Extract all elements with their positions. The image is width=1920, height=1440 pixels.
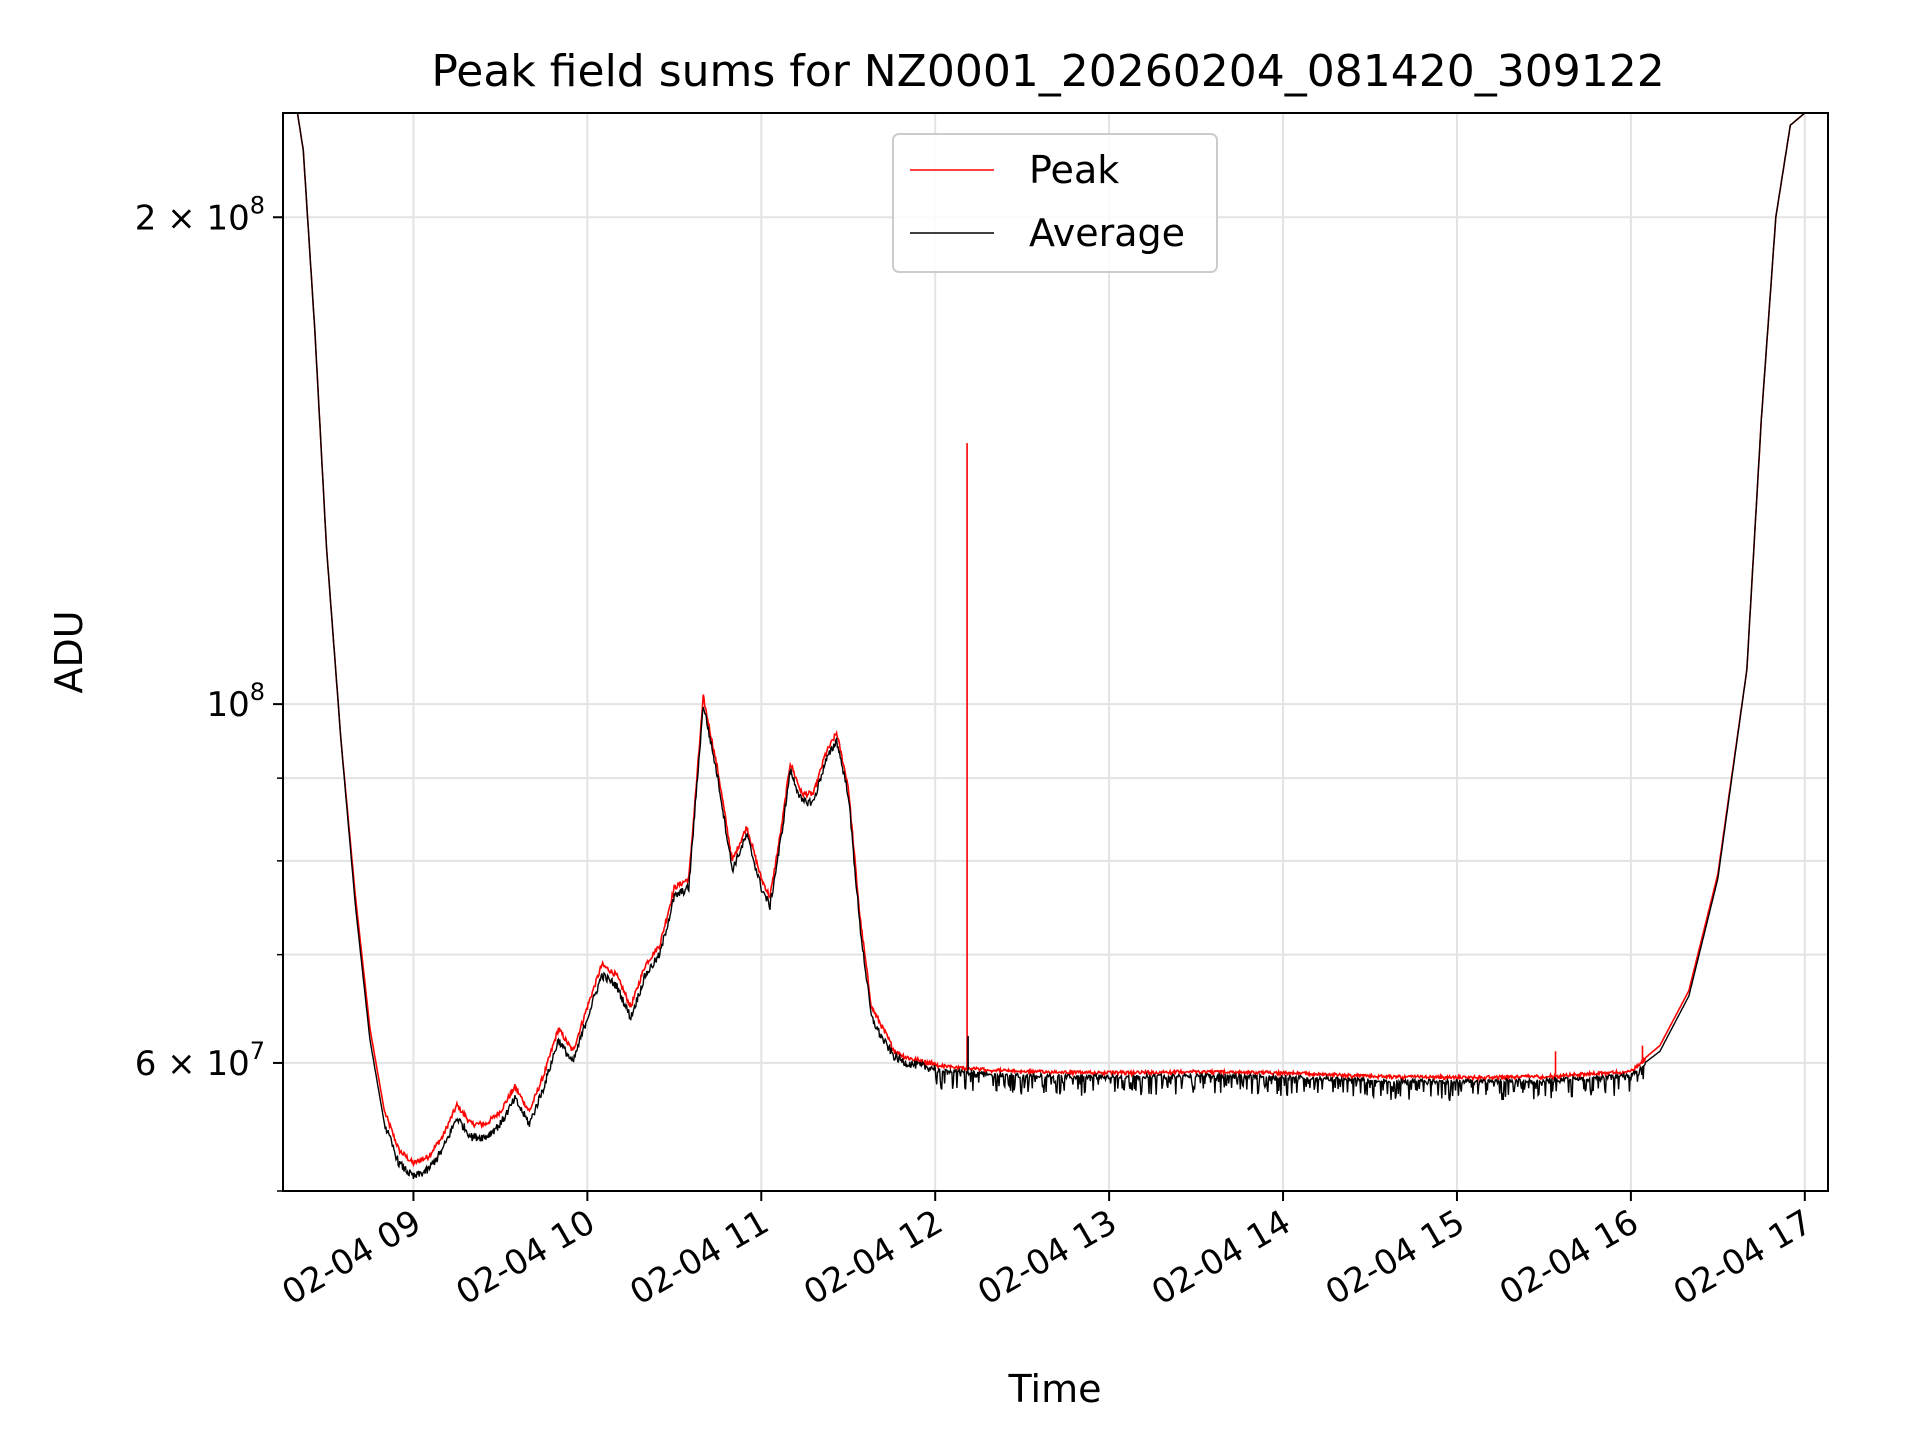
legend-label-peak: Peak — [1029, 148, 1119, 192]
y-axis: 2 × 108 108 6 × 107 — [135, 191, 283, 1192]
series-line-average — [283, 113, 1828, 1179]
series-line-peak — [283, 113, 1828, 1168]
legend-label-average: Average — [1029, 211, 1185, 255]
chart-title: Peak field sums for NZ0001_20260204_0814… — [431, 46, 1664, 97]
y-tick-label: 108 — [206, 678, 265, 725]
legend-box — [892, 133, 1218, 273]
x-axis-title: Time — [1008, 1367, 1102, 1411]
legend: Peak Average — [892, 133, 1218, 273]
grid — [283, 113, 1828, 1191]
y-tick-label: 6 × 107 — [135, 1037, 265, 1084]
series-layer — [283, 113, 1828, 1179]
y-tick-label: 2 × 108 — [135, 191, 265, 238]
y-axis-title: ADU — [47, 610, 91, 693]
plot-frame — [282, 112, 1829, 1192]
